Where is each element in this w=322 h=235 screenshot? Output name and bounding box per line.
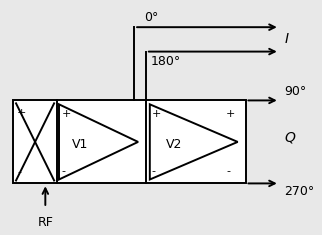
Text: RF: RF [37,216,53,229]
Text: I: I [285,32,289,46]
Text: +: + [226,109,235,119]
Text: +: + [152,109,161,119]
Text: -: - [152,167,156,176]
Text: -: - [62,167,66,176]
Text: 90°: 90° [285,86,307,98]
Text: 0°: 0° [144,11,158,24]
Bar [13,100,245,183]
Text: V1: V1 [72,138,89,151]
Polygon shape [150,104,238,180]
Text: 270°: 270° [285,185,315,198]
Text: -: - [226,167,230,176]
Text: V2: V2 [166,138,182,151]
Text: +: + [62,109,71,119]
Text: Q: Q [285,130,295,144]
Text: +: + [17,108,26,118]
Text: -: - [17,168,21,178]
Polygon shape [59,104,138,180]
Text: 180°: 180° [151,55,181,67]
